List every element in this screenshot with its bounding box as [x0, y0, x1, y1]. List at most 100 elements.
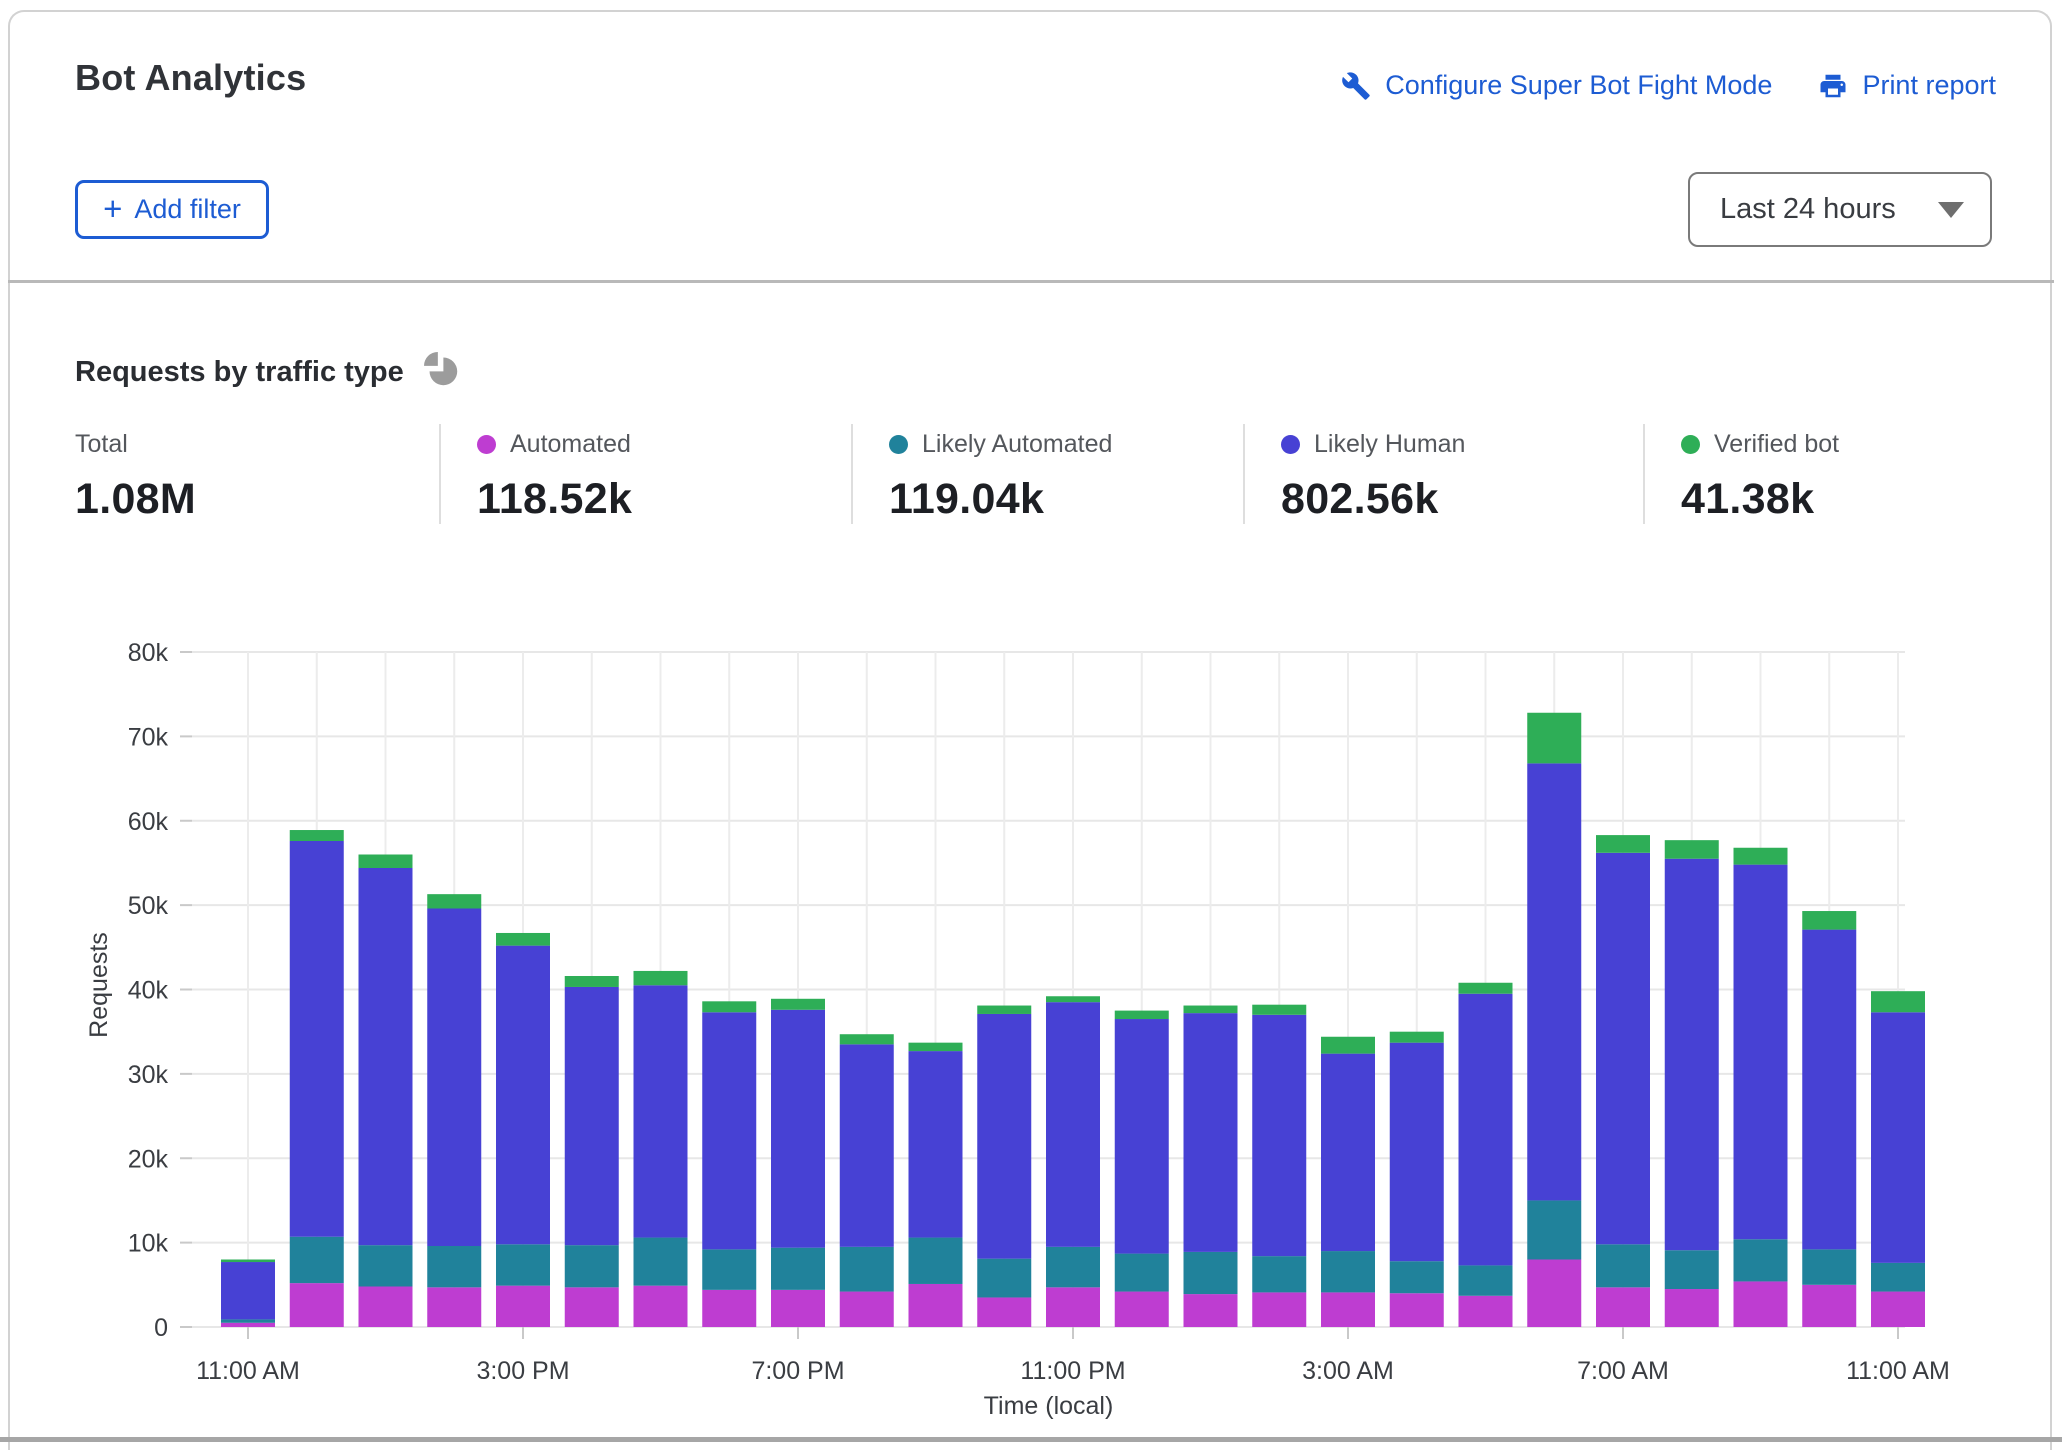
bar-segment[interactable] [633, 970, 688, 986]
bar-segment[interactable] [1802, 911, 1857, 930]
bar-segment[interactable] [496, 932, 550, 946]
bar-segment[interactable] [1458, 993, 1513, 1266]
bar-segment[interactable] [496, 945, 550, 1245]
bar-segment[interactable] [221, 1322, 275, 1327]
bar-segment[interactable] [427, 908, 482, 1247]
bar-segment[interactable] [289, 830, 344, 841]
bar-segment[interactable] [1458, 1265, 1513, 1296]
bar-segment[interactable] [1733, 864, 1788, 1240]
bar-segment[interactable] [1321, 1251, 1375, 1293]
bar-segment[interactable] [289, 1283, 344, 1327]
bar-segment[interactable] [1871, 1291, 1925, 1327]
bar-segment[interactable] [427, 894, 482, 909]
bar-segment[interactable] [1527, 1259, 1582, 1328]
bar-segment[interactable] [1114, 1291, 1169, 1327]
bar-segment[interactable] [1321, 1053, 1375, 1252]
bar-segment[interactable] [908, 1042, 963, 1052]
bar-segment[interactable] [1733, 1239, 1788, 1282]
bar-segment[interactable] [908, 1237, 963, 1284]
bar-segment[interactable] [702, 1249, 757, 1290]
bar-segment[interactable] [221, 1259, 275, 1263]
bar-segment[interactable] [1871, 991, 1925, 1013]
bar-segment[interactable] [1733, 1281, 1788, 1327]
bar-segment[interactable] [358, 1286, 413, 1328]
bar-segment[interactable] [908, 1283, 963, 1327]
bar-segment[interactable] [221, 1319, 275, 1323]
bar-segment[interactable] [1527, 763, 1582, 1201]
bar-segment[interactable] [1802, 929, 1857, 1250]
bar-segment[interactable] [1733, 847, 1788, 865]
bar-segment[interactable] [1389, 1042, 1444, 1262]
bar-segment[interactable] [1183, 1005, 1238, 1014]
bar-segment[interactable] [1252, 1256, 1307, 1293]
bar-segment[interactable] [564, 976, 619, 987]
bar-segment[interactable] [1114, 1010, 1169, 1020]
bar-segment[interactable] [1389, 1031, 1444, 1043]
requests-by-traffic-type-chart[interactable]: 0 10k 20k 30k 40k 50k 60k 70k 80k 11:00 AM 3:00 PM… [128, 639, 1950, 1385]
bar-segment[interactable] [1321, 1292, 1375, 1327]
print-report-link[interactable]: Print report [1818, 70, 1996, 101]
bar-segment[interactable] [1389, 1261, 1444, 1294]
bar-segment[interactable] [1664, 1250, 1719, 1290]
bar-segment[interactable] [1596, 852, 1650, 1245]
bar-segment[interactable] [1046, 1287, 1100, 1327]
bar-segment[interactable] [1596, 835, 1650, 853]
bar-segment[interactable] [1802, 1284, 1857, 1327]
bar-segment[interactable] [1046, 1246, 1100, 1288]
bar-segment[interactable] [977, 1013, 1032, 1259]
bar-segment[interactable] [1321, 1036, 1375, 1054]
bar-segment[interactable] [1458, 982, 1513, 994]
bar-segment[interactable] [1183, 1294, 1238, 1327]
bar-segment[interactable] [771, 998, 825, 1010]
bar-segment[interactable] [1802, 1249, 1857, 1285]
bar-segment[interactable] [1252, 1292, 1307, 1327]
bar-segment[interactable] [771, 1289, 825, 1327]
bar-segment[interactable] [839, 1044, 894, 1247]
bar-segment[interactable] [1527, 1200, 1582, 1260]
bar-segment[interactable] [496, 1244, 550, 1286]
bar-segment[interactable] [977, 1005, 1032, 1014]
bar-segment[interactable] [221, 1262, 275, 1320]
bar-segment[interactable] [358, 868, 413, 1246]
configure-super-bot-fight-mode-link[interactable]: Configure Super Bot Fight Mode [1341, 70, 1772, 101]
bar-segment[interactable] [1664, 858, 1719, 1251]
bar-segment[interactable] [1252, 1004, 1307, 1015]
bar-segment[interactable] [771, 1247, 825, 1290]
bar-segment[interactable] [1596, 1287, 1650, 1327]
bar-segment[interactable] [1252, 1014, 1307, 1257]
bar-segment[interactable] [977, 1258, 1032, 1298]
bar-segment[interactable] [702, 1001, 757, 1013]
bar-segment[interactable] [289, 1236, 344, 1284]
bar-segment[interactable] [1046, 1002, 1100, 1247]
add-filter-button[interactable]: + Add filter [75, 180, 269, 239]
bar-segment[interactable] [1871, 1262, 1925, 1292]
bar-segment[interactable] [1183, 1251, 1238, 1295]
bar-segment[interactable] [633, 1285, 688, 1327]
bar-segment[interactable] [908, 1051, 963, 1238]
bar-segment[interactable] [977, 1297, 1032, 1327]
bar-segment[interactable] [633, 1237, 688, 1286]
bar-segment[interactable] [1596, 1244, 1650, 1288]
bar-segment[interactable] [427, 1246, 482, 1288]
bar-segment[interactable] [358, 854, 413, 869]
bar-segment[interactable] [839, 1034, 894, 1045]
bar-segment[interactable] [564, 1245, 619, 1288]
bar-segment[interactable] [564, 986, 619, 1246]
bar-segment[interactable] [289, 841, 344, 1237]
bar-segment[interactable] [1183, 1013, 1238, 1252]
bar-segment[interactable] [771, 1009, 825, 1248]
bar-segment[interactable] [564, 1287, 619, 1327]
bar-segment[interactable] [633, 985, 688, 1238]
bar-segment[interactable] [358, 1245, 413, 1287]
bar-segment[interactable] [702, 1012, 757, 1250]
bar-segment[interactable] [427, 1287, 482, 1327]
bar-segment[interactable] [1114, 1019, 1169, 1254]
time-range-select[interactable]: Last 24 hours [1688, 172, 1992, 247]
bar-segment[interactable] [1046, 996, 1100, 1003]
bar-segment[interactable] [1527, 712, 1582, 764]
bar-segment[interactable] [1389, 1293, 1444, 1327]
bar-segment[interactable] [839, 1246, 894, 1292]
bar-segment[interactable] [1114, 1253, 1169, 1292]
bar-segment[interactable] [702, 1289, 757, 1327]
bar-segment[interactable] [1664, 1289, 1719, 1327]
